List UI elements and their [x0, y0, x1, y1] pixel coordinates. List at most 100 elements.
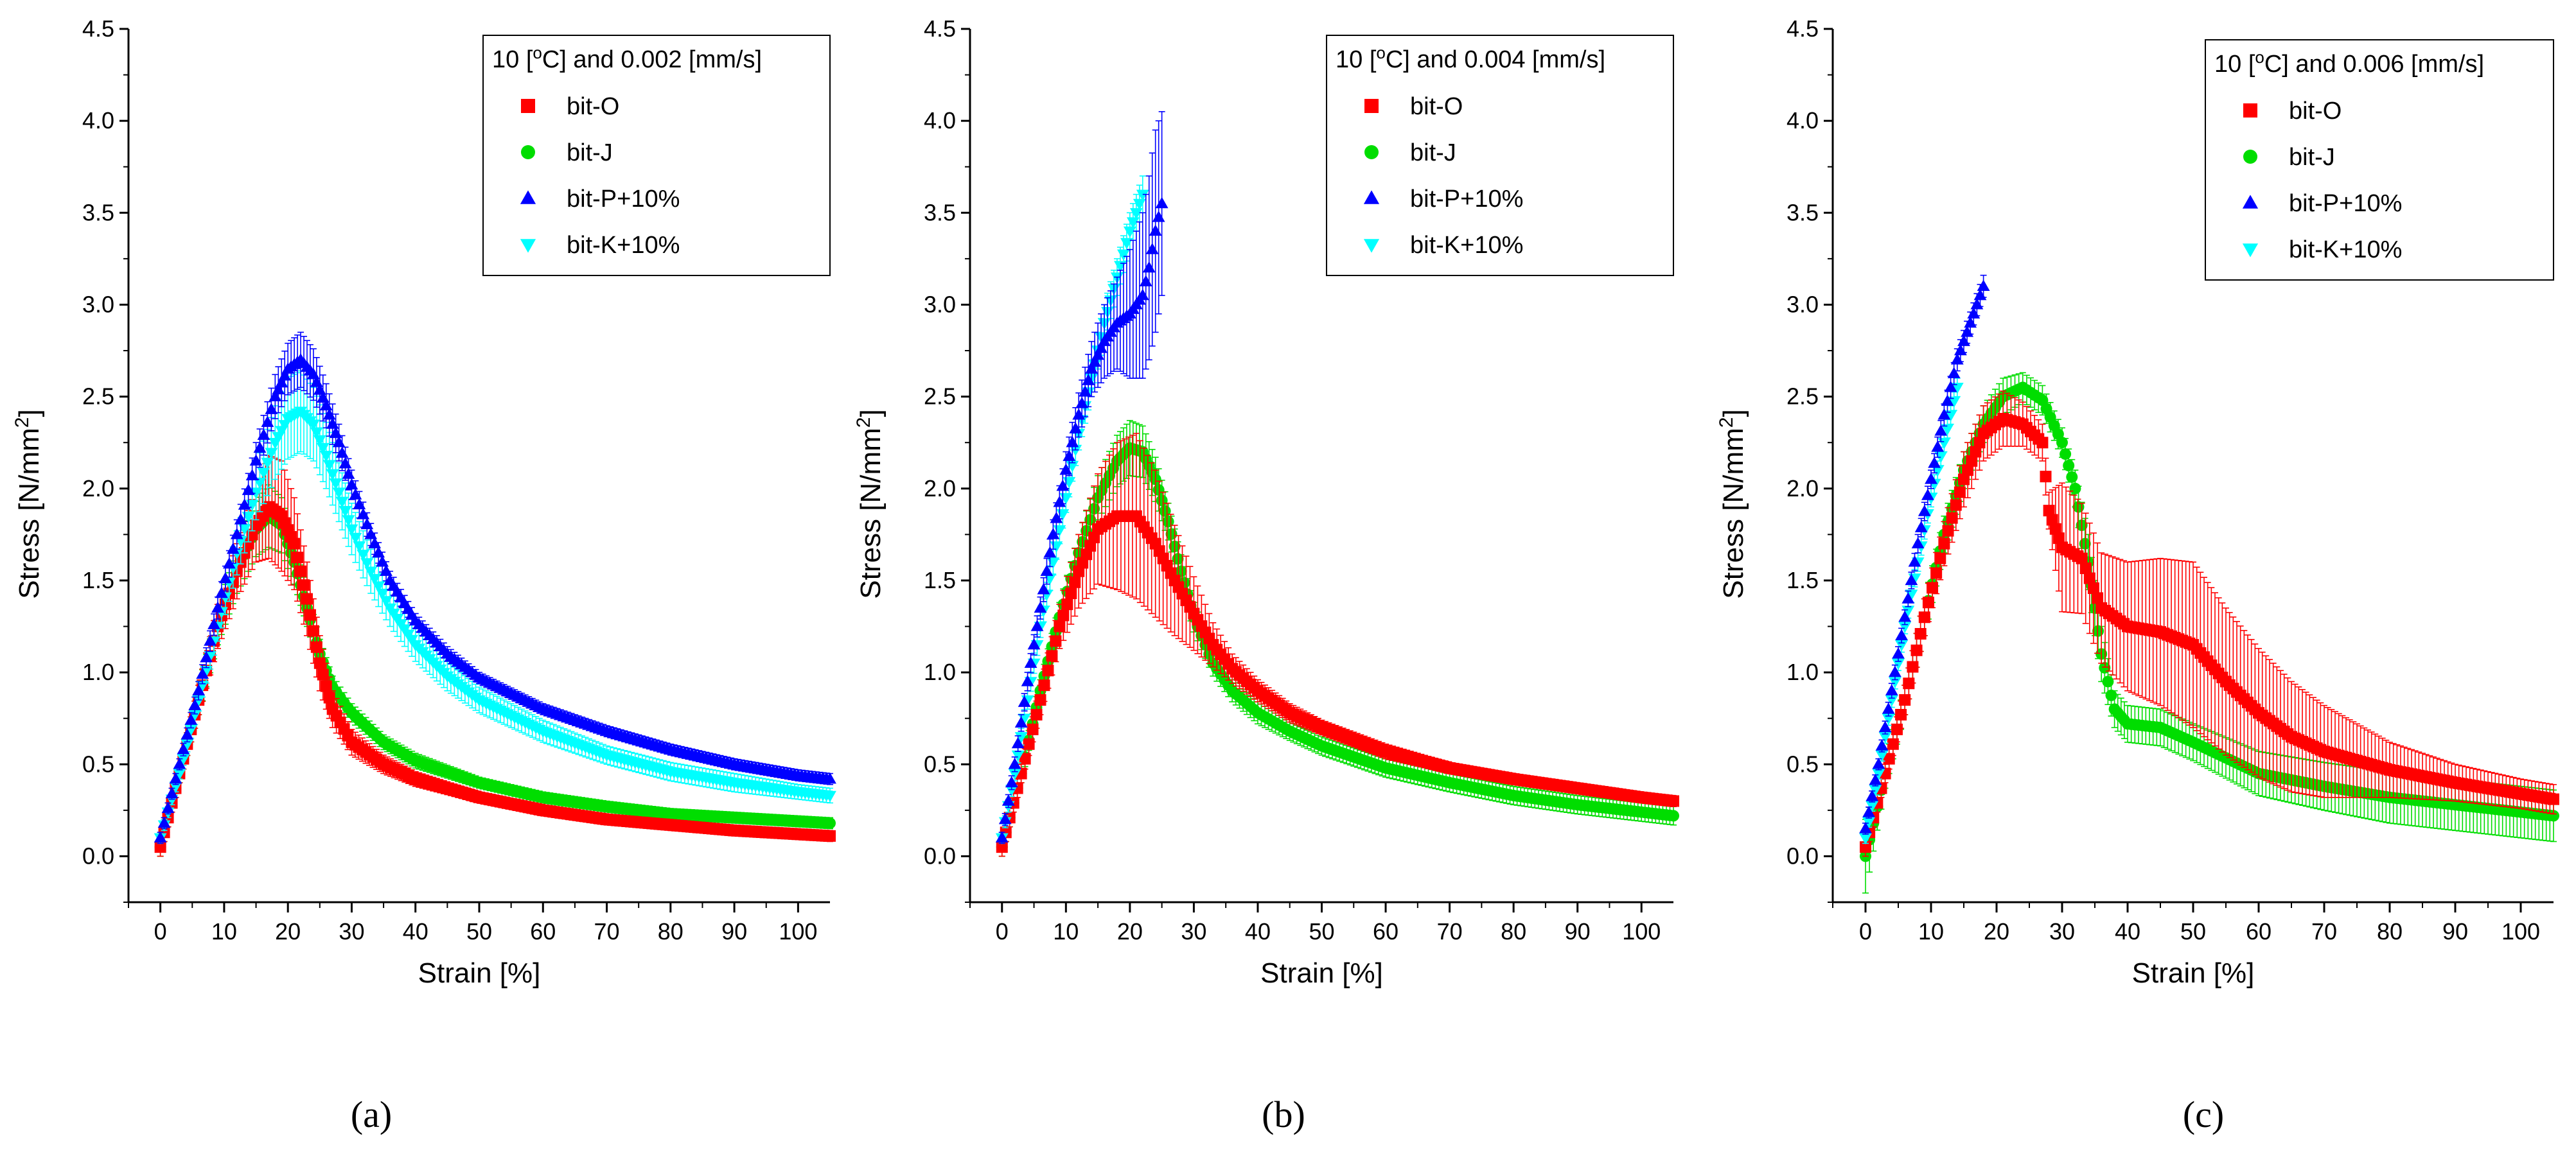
data-point	[261, 457, 274, 469]
data-point	[192, 684, 206, 695]
data-point	[1050, 635, 1062, 647]
legend-entry-label: bit-K+10%	[567, 232, 680, 259]
data-point	[372, 546, 385, 558]
data-point	[257, 428, 270, 440]
data-point	[326, 417, 339, 429]
series-bit-o	[154, 455, 836, 857]
data-point	[1019, 753, 1031, 765]
data-point	[372, 581, 385, 593]
data-point	[1120, 238, 1133, 250]
data-point	[335, 446, 349, 458]
data-point	[1023, 738, 1035, 750]
data-point	[245, 469, 259, 480]
x-tick-label: 100	[779, 918, 817, 945]
x-tick-label: 80	[1501, 918, 1526, 945]
data-point	[322, 460, 336, 471]
data-point	[307, 625, 319, 637]
legend-entry-label: bit-O	[567, 93, 619, 120]
legend: 10 [oC] and 0.002 [mm/s] bit-O bit-J bit-P+…	[482, 35, 831, 276]
data-point	[265, 403, 278, 414]
data-point	[295, 565, 307, 577]
chart-panel-2: 0.0 0.5 1.0 1.5 2.0 2.5 3.0 3.5 4.0 4.5 0 10 20 30 40 5…	[853, 15, 1679, 1135]
data-point	[824, 830, 836, 842]
data-point	[292, 552, 304, 564]
data-point	[310, 427, 323, 439]
y-tick-label: 1.5	[82, 567, 114, 593]
data-point	[1159, 505, 1171, 517]
data-point	[1065, 587, 1077, 599]
y-tick-label: 2.0	[82, 475, 114, 502]
y-tick-label: 1.0	[924, 659, 956, 685]
series-bit-o	[996, 433, 1679, 857]
data-point	[173, 769, 186, 780]
y-tick-label: 4.0	[924, 107, 956, 134]
data-point	[339, 505, 352, 518]
data-point	[269, 390, 282, 401]
data-point	[357, 508, 370, 519]
data-point	[332, 435, 346, 448]
legend-title: 10 [oC] and 0.002 [mm/s]	[492, 43, 762, 73]
data-point	[238, 498, 251, 510]
data-point	[188, 699, 202, 710]
data-point	[1668, 795, 1679, 807]
data-point	[1054, 620, 1066, 633]
x-tick-label: 100	[1622, 918, 1661, 945]
legend-marker	[521, 145, 535, 159]
x-axis-label: Strain [%]	[418, 957, 541, 989]
data-point	[242, 537, 254, 550]
data-point	[1046, 650, 1058, 662]
data-point	[1011, 750, 1025, 762]
data-point	[996, 841, 1008, 853]
data-point	[310, 641, 322, 653]
data-point	[218, 572, 232, 584]
data-point	[353, 541, 366, 553]
data-point	[245, 500, 259, 511]
x-tick-label: 70	[594, 918, 620, 945]
y-tick-label: 3.0	[82, 291, 114, 317]
data-point	[316, 442, 330, 455]
data-point	[204, 634, 216, 646]
y-tick-label: 2.5	[82, 383, 114, 410]
y-tick-label: 0.5	[924, 751, 956, 777]
data-point	[332, 487, 346, 499]
data-point	[1133, 198, 1146, 211]
data-point	[824, 772, 836, 784]
data-point	[313, 657, 326, 669]
x-tick-label: 30	[339, 918, 364, 945]
x-axis-label: Strain [%]	[1260, 957, 1383, 989]
x-tick-label: 0	[996, 918, 1009, 945]
data-point	[342, 467, 355, 479]
data-point	[349, 532, 362, 545]
data-point	[1034, 694, 1046, 706]
data-point	[242, 512, 255, 523]
y-tick-label: 0.5	[82, 751, 114, 777]
y-tick-label: 0.0	[82, 842, 114, 869]
data-point	[1126, 217, 1140, 229]
data-point	[368, 537, 382, 548]
data-point	[322, 408, 336, 420]
data-point	[1057, 609, 1070, 622]
x-tick-label: 60	[530, 918, 556, 945]
data-point	[364, 528, 378, 539]
data-point	[345, 524, 358, 536]
data-point	[1123, 226, 1136, 238]
legend-box	[482, 35, 831, 276]
data-point	[380, 564, 393, 576]
y-tick-label: 2.5	[924, 383, 956, 410]
data-point	[154, 841, 166, 853]
y-tick-label: 3.5	[924, 199, 956, 225]
data-point	[824, 817, 836, 829]
data-point	[298, 579, 310, 591]
data-point	[360, 558, 374, 570]
data-point	[200, 650, 213, 663]
data-point	[329, 478, 342, 490]
data-point	[157, 816, 171, 828]
data-point	[1069, 576, 1081, 588]
x-tick-label: 90	[721, 918, 747, 945]
data-point	[824, 790, 836, 803]
x-tick-label: 70	[1437, 918, 1463, 945]
data-point	[380, 596, 393, 607]
data-point	[215, 586, 228, 598]
data-point	[249, 487, 263, 499]
data-point	[272, 383, 285, 395]
